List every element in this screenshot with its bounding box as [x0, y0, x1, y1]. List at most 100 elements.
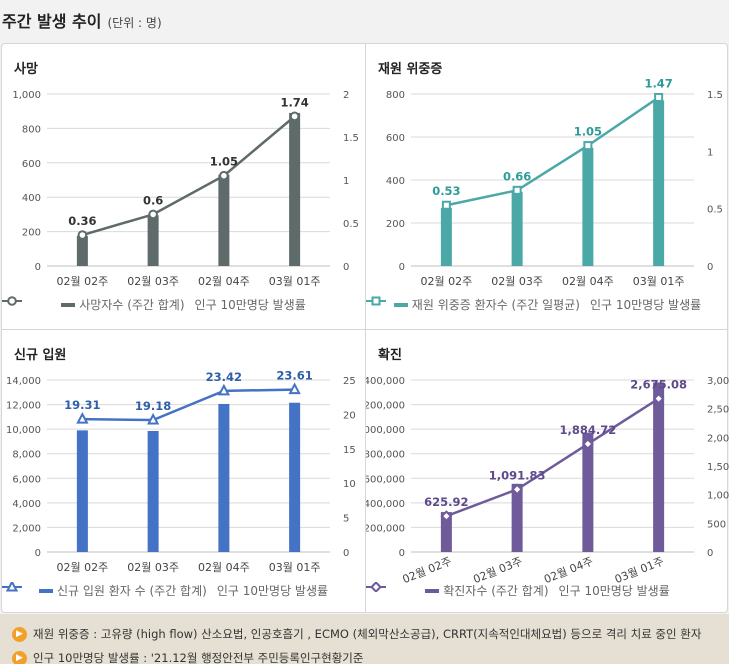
y-right-tick-label: 0.5 [707, 205, 723, 216]
rate-line [82, 388, 295, 422]
y-left-tick-label: 600,000 [366, 474, 405, 485]
page-title: 주간 발생 추이 [2, 12, 102, 31]
legend-line: 인구 10만명당 발생률 [2, 582, 329, 599]
x-tick-label: 02월 04주 [198, 561, 250, 574]
data-label: 625.92 [424, 495, 468, 509]
legend-line-marker [5, 582, 19, 592]
x-tick-label: 02월 04주 [198, 275, 250, 288]
rate-point [440, 510, 453, 523]
y-left-tick-label: 200 [386, 219, 405, 230]
legend-bar-swatch [38, 588, 53, 593]
legend-line-swatch [366, 582, 386, 592]
legend-line-marker [7, 296, 17, 306]
legend: 재원 위중증 환자수 (주간 일평균) 인구 10만명당 발생률 [366, 296, 729, 313]
speaker-icon: ▶ [12, 626, 27, 642]
speaker-icon: ▶ [12, 650, 27, 664]
chart-panel-admissions: 신규 입원 0 2,000 4,000 6,000 8,000 10,000 12,000 1… [2, 330, 365, 615]
y-left-tick-label: 600 [386, 133, 405, 144]
rate-point [148, 209, 158, 220]
bar [582, 432, 594, 552]
legend-line-swatch [2, 296, 22, 306]
bar [76, 430, 88, 552]
x-tick-label: 02월 04주 [562, 275, 614, 288]
rate-point [217, 383, 231, 396]
rate-point [77, 230, 88, 240]
data-label: 0.36 [68, 214, 96, 228]
footnote-item: ▶ 재원 위중증 : 고유량 (high flow) 산소요법, 인공호흡기 ,… [12, 626, 701, 642]
y-right-tick-label: 1.5 [343, 133, 359, 144]
legend-line-swatch [366, 296, 386, 306]
y-left-tick-label: 0 [35, 548, 41, 559]
bar [147, 215, 159, 266]
y-right-tick-label: 0.5 [343, 219, 359, 230]
legend-bar-label: 재원 위중증 환자수 (주간 일평균) [411, 298, 580, 312]
legend-bar-label: 신규 입원 환자 수 (주간 합계) [56, 584, 207, 598]
y-left-tick-label: 800 [386, 90, 405, 101]
panel-title: 확진 [378, 348, 402, 363]
bar [289, 402, 301, 552]
data-label: 19.31 [64, 398, 100, 412]
y-right-tick-label: 15 [343, 445, 356, 456]
y-right-tick-label: 1 [707, 147, 713, 158]
y-right-tick-label: 2 [343, 90, 349, 101]
rate-point [76, 412, 89, 424]
chart-panel-deaths: 사망 0 200 400 600 800 1,000 0 0.5 1 1.5 2 0.36 0.6 1.0… [2, 44, 365, 329]
bar [218, 174, 230, 266]
footnotes: ▶ 재원 위중증 : 고유량 (high flow) 산소요법, 인공호흡기 ,… [0, 614, 729, 664]
data-label: 1,884.72 [560, 423, 617, 437]
rate-point [288, 382, 301, 395]
legend: 사망자수 (주간 합계) 인구 10만명당 발생률 [2, 296, 365, 313]
chart-panel-critical: 재원 위중증 0 200 400 600 800 0 0.5 1 1.5 0.53 0.66 1.05… [366, 44, 729, 329]
bar [511, 191, 523, 266]
y-left-tick-label: 800 [22, 124, 41, 135]
y-right-tick-label: 500 [707, 519, 726, 530]
x-tick-label: 03월 01주 [269, 275, 321, 288]
data-label: 1.47 [644, 76, 672, 90]
bar [147, 430, 159, 552]
y-left-tick-label: 12,000 [6, 401, 41, 412]
bar [76, 235, 88, 266]
footnote-item: ▶ 인구 10만명당 발생률 : '21.12월 행정안전부 주민등록인구현황기… [12, 650, 363, 664]
page-unit: (단위 : 명) [107, 16, 162, 30]
rate-line [446, 96, 660, 207]
data-label: 2,675.08 [630, 378, 687, 392]
legend-line-label: 인구 10만명당 발생률 [194, 298, 306, 312]
bar [289, 112, 301, 266]
y-right-tick-label: 1,500 [707, 462, 729, 473]
legend-bar-swatch [393, 302, 408, 307]
rate-point [583, 141, 593, 151]
panel-title: 재원 위중증 [378, 62, 443, 77]
rate-point [441, 200, 451, 210]
legend-line-label: 인구 10만명당 발생률 [558, 584, 670, 598]
legend-line-label: 인구 10만명당 발생률 [216, 584, 329, 598]
data-label: 19.18 [135, 399, 171, 413]
y-left-tick-label: 2,000 [12, 523, 41, 534]
y-right-tick-label: 3,000 [707, 376, 729, 387]
y-right-tick-label: 2,000 [707, 433, 729, 444]
footnote-text: 재원 위중증 : 고유량 (high flow) 산소요법, 인공호흡기 , E… [33, 627, 702, 641]
y-right-tick-label: 1 [343, 176, 349, 187]
legend-bar-label: 확진자수 (주간 합계) [443, 584, 549, 598]
legend-line-marker [371, 296, 381, 306]
legend-bar: 사망자수 (주간 합계) [61, 296, 185, 313]
data-label: 23.42 [206, 370, 242, 384]
charts-grid: 사망 0 200 400 600 800 1,000 0 0.5 1 1.5 2 0.36 0.6 1.0… [1, 43, 729, 615]
rate-point [146, 412, 160, 425]
x-tick-label: 02월 03주 [127, 561, 179, 574]
y-left-tick-label: 1,000,000 [366, 425, 405, 436]
bar [653, 100, 665, 266]
x-tick-label: 02월 03주 [491, 275, 543, 288]
legend-line: 인구 10만명당 발생률 [2, 296, 306, 313]
bar [511, 483, 523, 552]
bar [653, 382, 665, 552]
rate-line [445, 397, 660, 518]
y-right-tick-label: 10 [343, 479, 356, 490]
y-right-tick-label: 1,000 [707, 491, 729, 502]
rate-point [581, 438, 594, 450]
legend: 신규 입원 환자 수 (주간 합계) 인구 10만명당 발생률 [2, 582, 365, 599]
y-right-tick-label: 1.5 [707, 90, 723, 101]
rate-point [652, 392, 665, 405]
data-label: 23.61 [276, 369, 312, 383]
panel-title: 신규 입원 [14, 348, 67, 363]
y-left-tick-label: 1,000 [12, 90, 41, 101]
